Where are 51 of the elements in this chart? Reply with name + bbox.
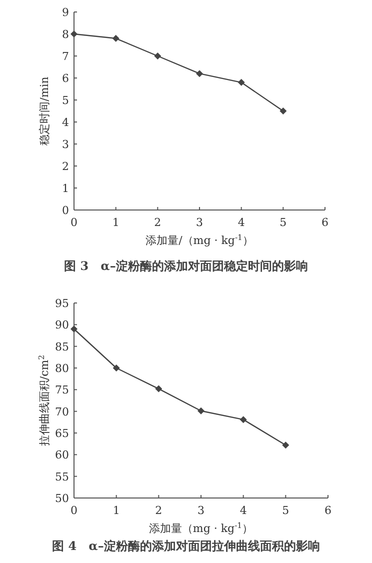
y-tick-label: 6 [62,72,69,85]
point [198,407,204,414]
x-tick-label: 4 [240,504,247,517]
y-tick-label: 7 [62,50,69,63]
x-tick-label: 2 [154,216,162,229]
x-tick-label: 4 [238,216,245,229]
x-tick-label: 0 [70,216,78,229]
x-axis-title: 添加量（mg · kg$^{-1}$） [148,520,254,535]
point [280,108,287,114]
y-tick-label: 95 [55,297,69,310]
y-tick-label: 3 [62,138,69,151]
point [196,70,203,78]
y-axis-title: 稳定时间/min [38,76,51,146]
y-tick-label: 0 [62,204,69,217]
y-tick-label: 80 [55,362,69,375]
y-tick-label: 75 [55,384,69,397]
x-tick-label: 6 [324,504,332,517]
x-tick-label: 1 [112,216,120,229]
x-tick-label: 3 [198,504,204,517]
point [112,364,120,372]
x-tick-label: 5 [282,504,290,517]
y-tick-label: 65 [55,427,69,440]
point [154,52,162,60]
x-tick-label: 5 [280,216,287,229]
point [112,34,120,42]
point [240,416,247,424]
y-tick-label: 4 [62,116,69,129]
y-tick-label: 8 [62,28,69,41]
point [238,78,245,86]
y-tick-label: 50 [55,492,69,505]
y-tick-label: 1 [62,182,69,195]
x-tick-label: 0 [70,504,78,517]
y-tick-label: 70 [55,405,69,418]
y-tick-label: 9 [62,6,69,19]
x-axis-title: 添加量/（mg · kg$^{-1}$） [146,232,254,247]
point [70,30,78,38]
text: 图 4 α–淀粉酶的添加对面团拉伸曲线面积的影响 [52,539,320,553]
point [70,326,78,332]
text: 图 3 α–淀粉酶的添加对面团稳定时间的影响 [64,259,308,273]
x-tick-label: 6 [322,216,328,229]
y-tick-label: 5 [62,94,69,107]
x-tick-label: 1 [112,504,120,517]
y-tick-label: 60 [55,448,69,462]
x-tick-label: 2 [155,504,162,517]
y-tick-label: 55 [55,470,69,484]
y-tick-label: 90 [55,318,69,332]
point [282,442,290,449]
y-tick-label: 85 [55,340,69,354]
y-tick-label: 2 [62,160,69,173]
x-tick-label: 3 [196,216,203,229]
point [155,385,162,392]
